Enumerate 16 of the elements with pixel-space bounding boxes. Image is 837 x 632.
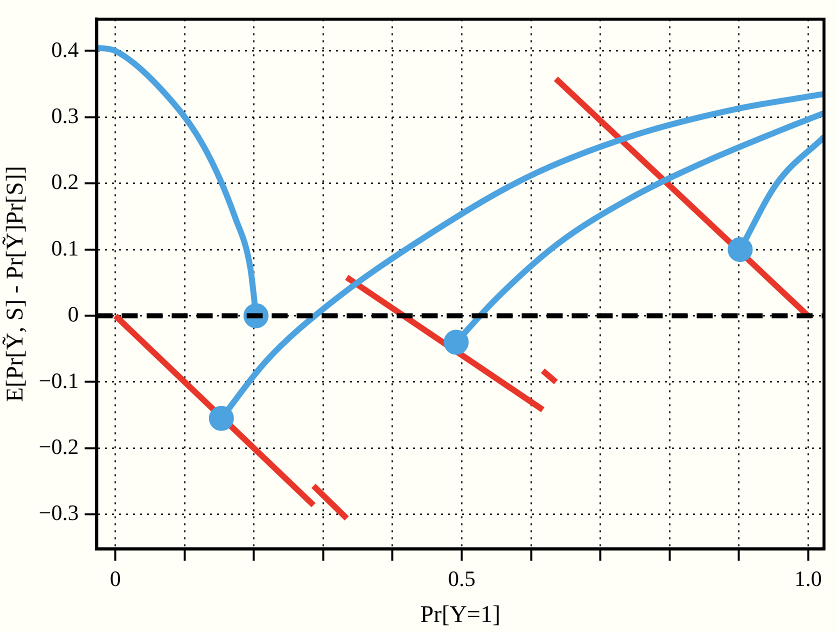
y-tick-label: 0.1 xyxy=(51,235,79,260)
point xyxy=(208,406,234,431)
x-axis-title: Pr[Y=1] xyxy=(420,602,500,628)
x-tick-label: 1.0 xyxy=(794,566,822,591)
point xyxy=(728,237,753,262)
y-tick-label: 0.3 xyxy=(51,102,79,128)
y-axis-title: E[Pr[Ỹ, S] - Pr[Ỹ]Pr[S]] xyxy=(2,166,29,402)
point xyxy=(444,330,469,355)
y-tick-label: 0 xyxy=(68,302,79,327)
y-tick-label: −0.2 xyxy=(38,434,79,459)
y-tick-label: −0.3 xyxy=(38,500,79,526)
y-tick-label: 0.2 xyxy=(51,169,79,194)
x-tick-label: 0.5 xyxy=(448,566,476,591)
y-tick-label: −0.1 xyxy=(38,368,79,393)
x-tick-label: 0 xyxy=(110,566,121,591)
y-tick-label: 0.4 xyxy=(51,36,79,62)
